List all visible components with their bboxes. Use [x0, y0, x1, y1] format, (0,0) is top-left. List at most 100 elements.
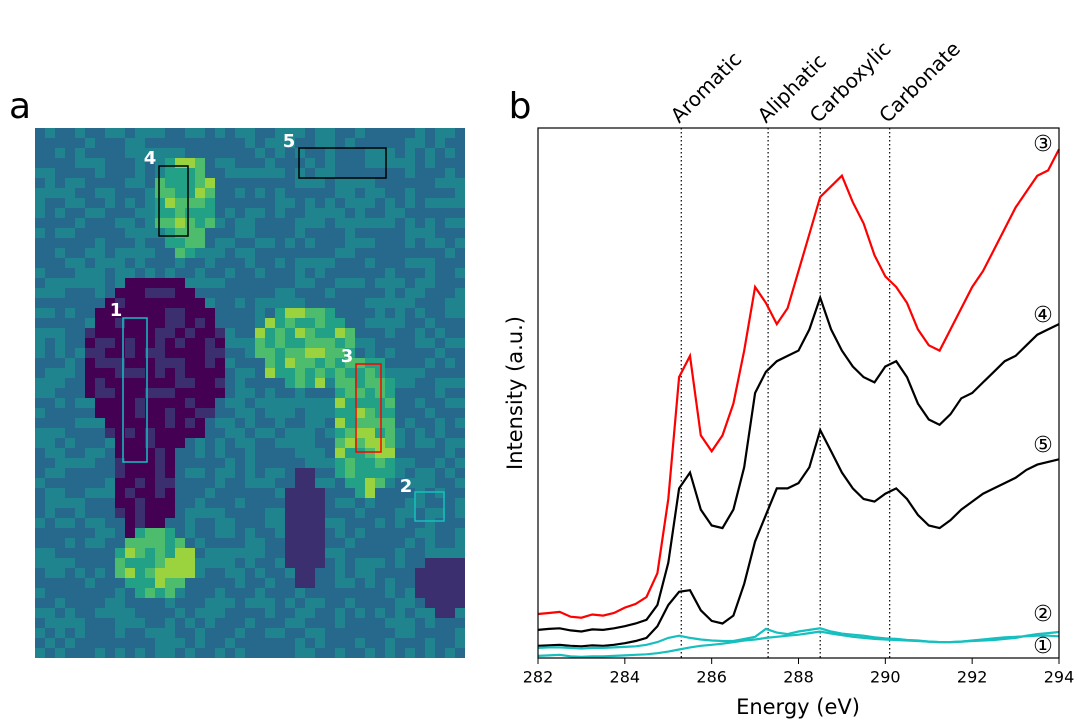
image-pixel: [105, 168, 115, 178]
image-pixel: [405, 408, 415, 418]
image-pixel: [325, 248, 335, 258]
image-pixel: [325, 218, 335, 228]
image-pixel: [385, 628, 395, 638]
image-pixel: [105, 208, 115, 218]
image-pixel: [325, 168, 335, 178]
image-pixel: [275, 408, 285, 418]
image-pixel: [235, 348, 245, 358]
image-pixel: [425, 608, 435, 618]
image-pixel: [105, 568, 115, 578]
image-pixel: [325, 478, 335, 488]
image-pixel: [255, 238, 265, 248]
image-pixel: [65, 198, 75, 208]
image-pixel: [205, 348, 215, 358]
image-pixel: [355, 488, 365, 498]
image-pixel: [155, 388, 165, 398]
image-pixel: [125, 328, 135, 338]
image-pixel: [435, 638, 445, 648]
image-pixel: [195, 148, 205, 158]
image-pixel: [265, 368, 275, 378]
plot-frame: [537, 127, 1060, 659]
image-pixel: [425, 228, 435, 238]
image-pixel: [165, 188, 175, 198]
image-pixel: [285, 458, 295, 468]
image-pixel: [55, 338, 65, 348]
image-pixel: [125, 628, 135, 638]
image-pixel: [105, 488, 115, 498]
image-pixel: [105, 248, 115, 258]
image-pixel: [415, 258, 425, 268]
image-pixel: [185, 418, 195, 428]
image-pixel: [275, 398, 285, 408]
image-pixel: [195, 268, 205, 278]
image-pixel: [335, 228, 345, 238]
image-pixel: [155, 358, 165, 368]
image-pixel: [205, 358, 215, 368]
image-pixel: [265, 318, 275, 328]
image-pixel: [95, 578, 105, 588]
image-pixel: [375, 648, 385, 658]
image-pixel: [275, 348, 285, 358]
image-pixel: [425, 268, 435, 278]
image-pixel: [245, 318, 255, 328]
image-pixel: [85, 238, 95, 248]
image-pixel: [325, 328, 335, 338]
image-pixel: [195, 338, 205, 348]
image-pixel: [105, 238, 115, 248]
image-pixel: [255, 438, 265, 448]
image-pixel: [245, 238, 255, 248]
image-pixel: [225, 318, 235, 328]
image-pixel: [145, 428, 155, 438]
image-pixel: [305, 188, 315, 198]
image-pixel: [385, 498, 395, 508]
image-pixel: [365, 468, 375, 478]
image-pixel: [325, 268, 335, 278]
image-pixel: [245, 378, 255, 388]
image-pixel: [225, 408, 235, 418]
image-pixel: [125, 518, 135, 528]
image-pixel: [255, 488, 265, 498]
image-pixel: [335, 528, 345, 538]
image-pixel: [35, 518, 45, 528]
image-pixel: [405, 218, 415, 228]
image-pixel: [315, 248, 325, 258]
image-pixel: [455, 448, 465, 458]
image-pixel: [35, 158, 45, 168]
image-pixel: [265, 388, 275, 398]
image-pixel: [385, 208, 395, 218]
image-pixel: [355, 538, 365, 548]
image-pixel: [215, 168, 225, 178]
image-pixel: [215, 518, 225, 528]
image-pixel: [165, 368, 175, 378]
image-pixel: [255, 398, 265, 408]
image-pixel: [385, 328, 395, 338]
image-pixel: [155, 508, 165, 518]
image-pixel: [415, 198, 425, 208]
image-pixel: [55, 128, 65, 138]
image-pixel: [115, 428, 125, 438]
image-pixel: [395, 648, 405, 658]
image-pixel: [225, 638, 235, 648]
image-pixel: [165, 478, 175, 488]
image-pixel: [35, 498, 45, 508]
image-pixel: [205, 528, 215, 538]
image-pixel: [185, 458, 195, 468]
image-pixel: [75, 608, 85, 618]
image-pixel: [395, 478, 405, 488]
image-pixel: [355, 448, 365, 458]
image-pixel: [55, 438, 65, 448]
image-pixel: [455, 228, 465, 238]
image-pixel: [175, 518, 185, 528]
image-pixel: [445, 228, 455, 238]
image-pixel: [265, 128, 275, 138]
image-pixel: [85, 148, 95, 158]
image-pixel: [425, 148, 435, 158]
image-pixel: [55, 598, 65, 608]
image-pixel: [205, 438, 215, 448]
image-pixel: [305, 558, 315, 568]
image-pixel: [425, 488, 435, 498]
image-pixel: [35, 178, 45, 188]
image-pixel: [315, 308, 325, 318]
image-pixel: [135, 578, 145, 588]
image-pixel: [195, 358, 205, 368]
